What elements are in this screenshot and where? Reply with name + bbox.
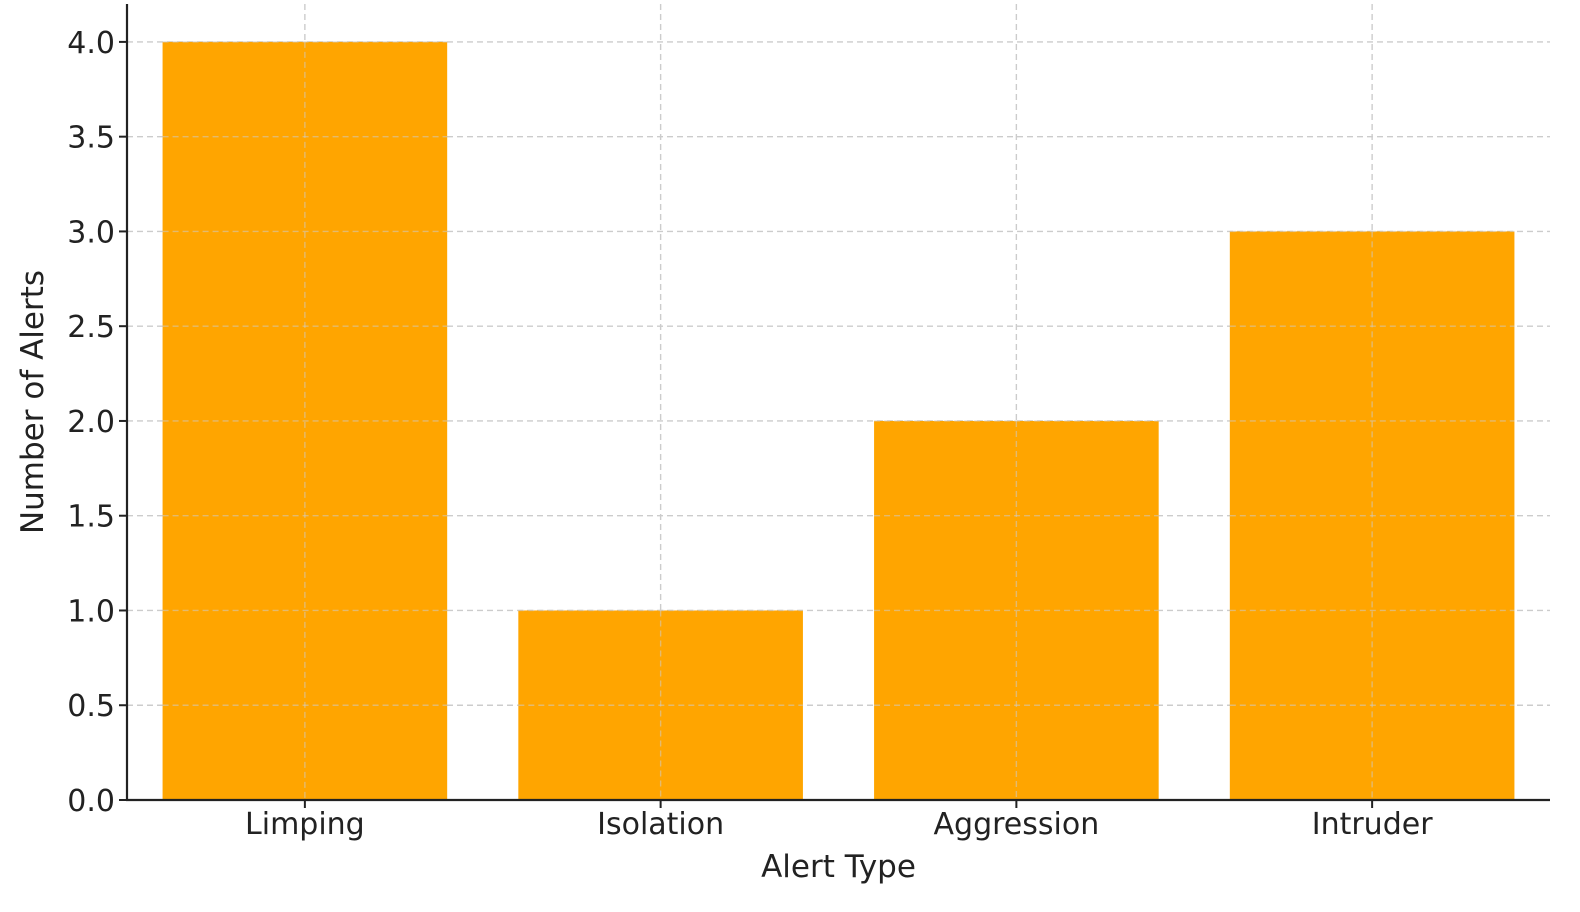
- x-tick-label: Limping: [245, 807, 365, 842]
- y-tick-label: 3.5: [67, 121, 115, 156]
- y-tick-label: 0.0: [67, 784, 115, 819]
- x-tick-label: Intruder: [1312, 807, 1433, 842]
- x-axis-title: Alert Type: [761, 849, 916, 885]
- x-tick-label: Aggression: [934, 807, 1100, 842]
- y-tick-label: 1.5: [67, 500, 115, 535]
- bar-layer: [162, 41, 1515, 800]
- y-tick-label: 3.0: [67, 215, 115, 250]
- y-tick-label: 2.0: [67, 405, 115, 440]
- y-tick-layer: 0.0 0.5 1.0 1.5 2.0 2.5 3.0 3.5 4.0: [67, 26, 127, 819]
- y-tick-label: 2.5: [67, 310, 115, 345]
- y-tick-label: 0.5: [67, 689, 115, 724]
- y-tick-label: 4.0: [67, 26, 115, 61]
- x-tick-layer: Limping Isolation Aggression Intruder: [245, 800, 1433, 842]
- y-tick-label: 1.0: [67, 594, 115, 629]
- x-tick-label: Isolation: [597, 807, 724, 842]
- y-axis-title: Number of Alerts: [15, 270, 51, 534]
